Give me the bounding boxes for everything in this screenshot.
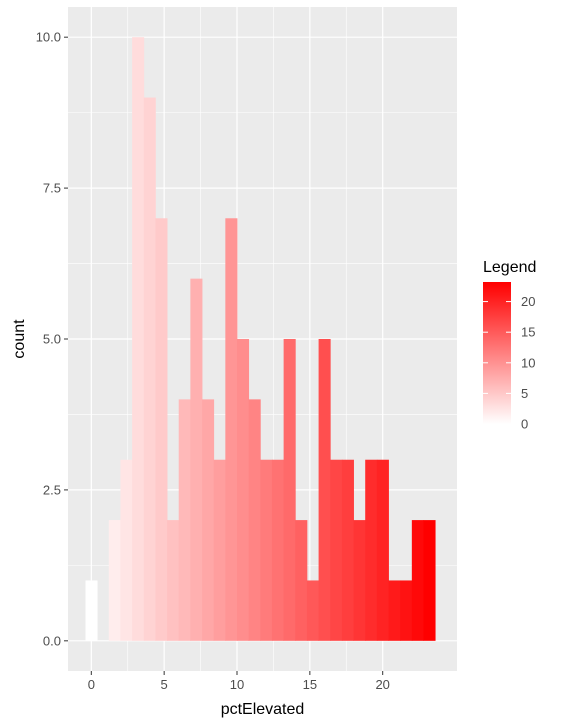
histogram-bar: [202, 399, 215, 641]
histogram-bar: [132, 37, 145, 641]
y-tick-label: 7.5: [43, 181, 61, 196]
legend-label: 5: [521, 386, 528, 401]
x-tick-label: 15: [303, 677, 317, 692]
legend-title: Legend: [483, 259, 536, 276]
histogram-bar: [283, 339, 296, 641]
y-tick-label: 5.0: [43, 332, 61, 347]
legend-label: 20: [521, 294, 535, 309]
histogram-bar: [213, 459, 226, 641]
histogram-bar: [341, 459, 354, 641]
x-axis-title: pctElevated: [221, 701, 305, 718]
legend-label: 0: [521, 417, 528, 432]
histogram-bar: [108, 520, 121, 641]
histogram-bar: [388, 580, 401, 641]
histogram-bars: [85, 37, 436, 641]
y-tick-label: 0.0: [43, 633, 61, 648]
histogram-bar: [190, 278, 203, 641]
histogram-bar: [271, 459, 285, 641]
histogram-bar: [85, 580, 98, 641]
histogram-bar: [411, 520, 424, 641]
histogram-bar: [225, 218, 238, 641]
histogram-bar: [295, 520, 308, 641]
histogram-bar: [237, 339, 250, 641]
histogram-bar: [353, 520, 366, 641]
histogram-bar: [365, 459, 378, 641]
legend-colorbar: [483, 282, 511, 424]
x-tick-label: 10: [230, 677, 244, 692]
histogram-bar: [260, 459, 273, 641]
x-tick-label: 5: [161, 677, 168, 692]
histogram-bar: [318, 339, 331, 641]
histogram-bar: [376, 459, 389, 641]
histogram-bar: [120, 459, 133, 641]
legend: Legend 0 5 10 15 20: [483, 259, 536, 432]
histogram-bar: [178, 399, 191, 641]
histogram-bar: [330, 459, 343, 641]
legend-label: 10: [521, 355, 535, 370]
histogram-bar: [143, 97, 156, 641]
x-axis: 0 5 10 15 20: [88, 671, 390, 692]
y-tick-label: 2.5: [43, 482, 61, 497]
histogram-bar: [248, 399, 261, 641]
legend-ticks: 0 5 10 15 20: [483, 294, 535, 432]
histogram-bar: [400, 580, 413, 641]
histogram-bar: [167, 520, 180, 641]
y-axis-title: count: [11, 319, 28, 359]
y-tick-label: 10.0: [36, 30, 61, 45]
x-tick-label: 0: [88, 677, 95, 692]
legend-label: 15: [521, 325, 535, 340]
histogram-bar: [423, 520, 436, 641]
histogram-bar: [306, 580, 319, 641]
histogram-bar: [155, 218, 168, 641]
x-tick-label: 20: [375, 677, 389, 692]
y-axis: 0.0 2.5 5.0 7.5 10.0: [36, 30, 68, 648]
